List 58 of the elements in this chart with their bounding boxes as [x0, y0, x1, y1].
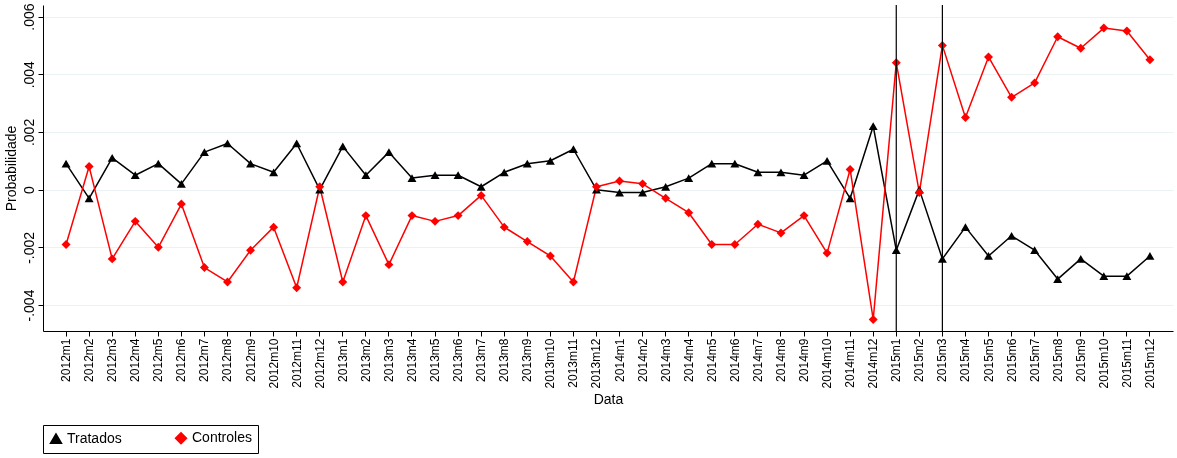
- y-tick-label: 0: [20, 186, 37, 195]
- x-tick-label: 2012m5: [151, 338, 166, 382]
- x-tick-label: 2013m7: [474, 338, 489, 382]
- y-axis-title: Probabilidade: [2, 125, 19, 212]
- y-tick-label: .006: [20, 3, 37, 31]
- x-tick-label: 2013m4: [404, 338, 419, 382]
- x-tick-label: 2014m11: [843, 338, 858, 388]
- x-tick-label: 2013m6: [451, 338, 466, 382]
- x-tick-label: 2013m2: [358, 338, 373, 382]
- y-tick-label: .002: [20, 118, 37, 147]
- x-tick-label: 2015m11: [1119, 338, 1134, 388]
- x-axis-title: Data: [593, 390, 624, 407]
- x-tick-label: 2013m12: [589, 338, 604, 389]
- x-tick-label: 2012m10: [266, 338, 281, 389]
- x-tick-label: 2014m9: [797, 338, 812, 382]
- x-tick-label: 2013m1: [335, 338, 350, 382]
- x-tick-label: 2014m3: [658, 338, 673, 382]
- x-tick-label: 2012m3: [105, 338, 120, 382]
- x-tick-label: 2015m7: [1027, 338, 1042, 382]
- x-tick-label: 2013m3: [381, 338, 396, 382]
- x-tick-label: 2014m10: [820, 338, 835, 389]
- x-tick-label: 2012m1: [59, 338, 74, 382]
- x-tick-label: 2012m9: [243, 338, 258, 382]
- x-tick-label: 2012m11: [289, 338, 304, 388]
- x-tick-label: 2015m2: [912, 338, 927, 382]
- x-tick-label: 2012m12: [312, 338, 327, 389]
- x-tick-label: 2015m6: [1004, 338, 1019, 382]
- y-tick-label: -.002: [20, 231, 37, 264]
- legend-label: Controles: [192, 429, 252, 446]
- x-tick-label: 2012m7: [197, 338, 212, 382]
- x-tick-label: 2015m12: [1142, 338, 1157, 389]
- x-tick-label: 2014m8: [773, 338, 788, 382]
- x-tick-label: 2014m6: [727, 338, 742, 382]
- x-tick-label: 2014m1: [612, 338, 627, 382]
- x-tick-label: 2012m2: [82, 338, 97, 382]
- x-tick-label: 2014m4: [681, 338, 696, 382]
- x-tick-label: 2012m6: [174, 338, 189, 382]
- x-tick-label: 2015m8: [1050, 338, 1065, 382]
- y-tick-label: -.004: [20, 289, 37, 322]
- legend-label: Tratados: [67, 429, 122, 446]
- x-tick-label: 2015m10: [1096, 338, 1111, 389]
- x-tick-label: 2012m8: [220, 338, 235, 382]
- x-tick-label: 2014m2: [635, 338, 650, 382]
- x-tick-label: 2013m11: [566, 338, 581, 388]
- x-tick-label: 2014m5: [704, 338, 719, 382]
- x-tick-label: 2015m9: [1073, 338, 1088, 382]
- x-tick-label: 2012m4: [128, 338, 143, 382]
- x-tick-label: 2013m9: [520, 338, 535, 382]
- x-tick-label: 2013m5: [428, 338, 443, 382]
- x-tick-label: 2014m7: [750, 338, 765, 382]
- x-tick-label: 2013m8: [497, 338, 512, 382]
- x-tick-label: 2015m5: [981, 338, 996, 382]
- y-tick-label: .004: [20, 60, 37, 89]
- x-tick-label: 2015m1: [889, 338, 904, 382]
- x-tick-label: 2015m4: [958, 338, 973, 382]
- x-tick-label: 2015m3: [935, 338, 950, 382]
- x-tick-label: 2014m12: [866, 338, 881, 389]
- x-tick-label: 2013m10: [543, 338, 558, 389]
